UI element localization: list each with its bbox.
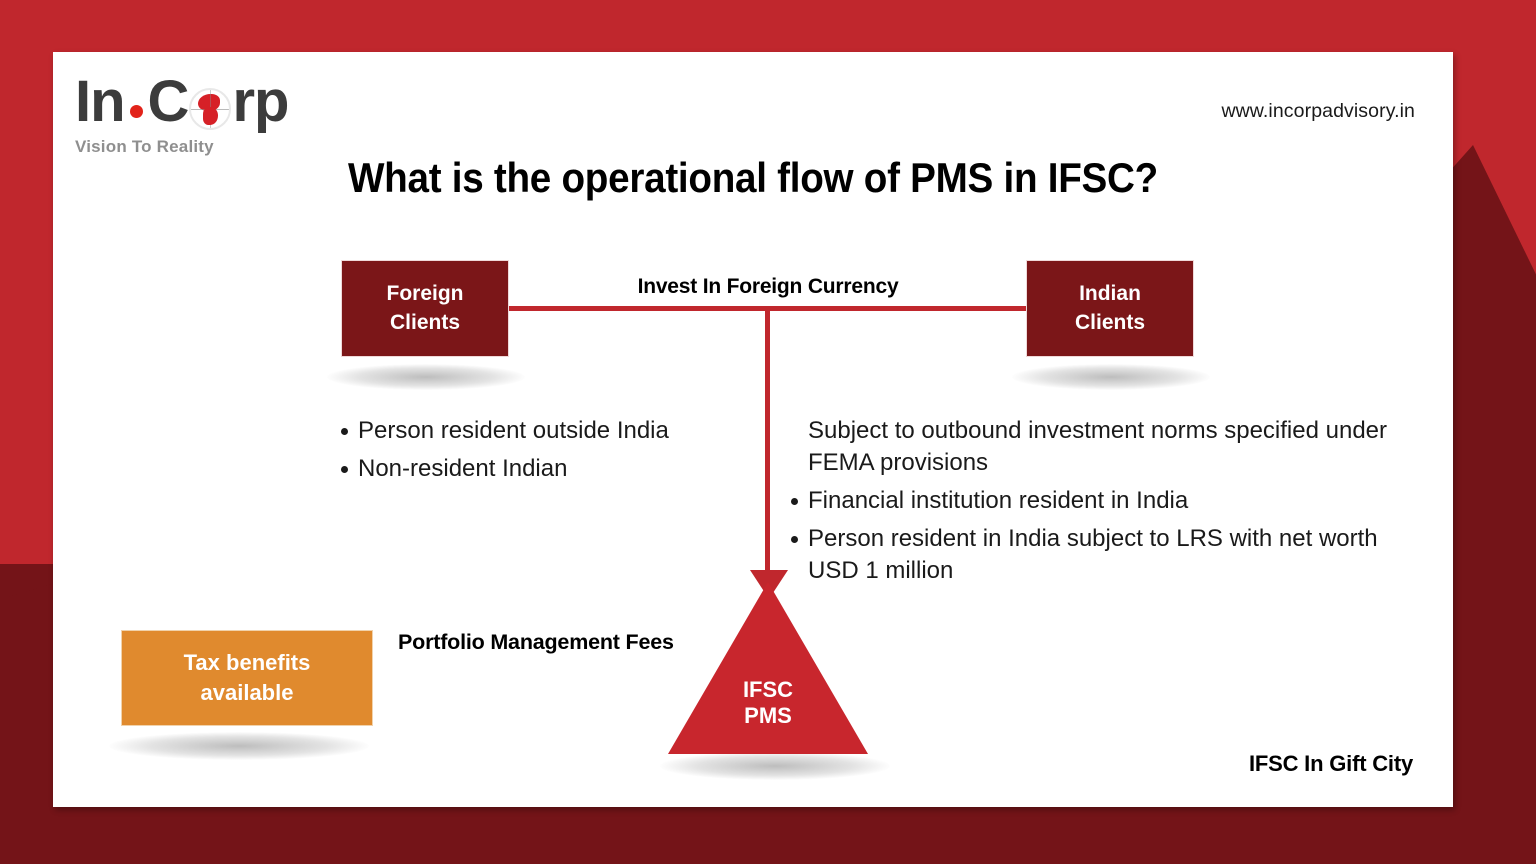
brand-logo-wordmark: In C rp	[75, 73, 335, 131]
node-indian-clients[interactable]: Indian Clients	[1026, 260, 1194, 357]
dot-separator-icon	[129, 104, 143, 118]
edge-label-invest-foreign-currency: Invest In Foreign Currency	[637, 275, 899, 298]
slide-card: In C rp Vision To Reality www.incorpadvi…	[53, 52, 1453, 807]
right-client-criteria-list: Subject to outbound investment norms spe…	[786, 415, 1401, 593]
brand-tagline: Vision To Reality	[75, 137, 214, 156]
website-url[interactable]: www.incorpadvisory.in	[1221, 100, 1415, 122]
node-foreign-clients[interactable]: Foreign Clients	[341, 260, 509, 357]
brand-logo: In C rp Vision To Reality	[75, 73, 335, 157]
node-foreign-clients-line1: Foreign	[386, 282, 464, 306]
node-tax-benefits-line1: Tax benefits	[183, 650, 311, 676]
brand-logo-text-rp: rp	[232, 69, 289, 134]
footer-label: IFSC In Gift City	[1248, 751, 1413, 776]
list-item: Person resident outside India	[336, 415, 716, 447]
node-tax-benefits[interactable]: Tax benefits available	[121, 630, 373, 726]
edge-label-portfolio-management-fees: Portfolio Management Fees	[398, 630, 674, 654]
node-indian-clients-line1: Indian	[1079, 282, 1141, 306]
node-tax-benefits-line2: available	[200, 680, 294, 705]
list-item: Financial institution resident in India	[786, 485, 1401, 517]
globe-icon	[189, 88, 232, 130]
shadow-indian-clients	[1012, 364, 1210, 390]
node-foreign-clients-line2: Clients	[389, 310, 460, 334]
connector-vertical	[765, 306, 770, 578]
list-item: Non-resident Indian	[336, 453, 716, 485]
shadow-foreign-clients	[327, 364, 525, 390]
shadow-ifsc-pms-triangle	[660, 752, 890, 780]
node-indian-clients-line2: Clients	[1074, 310, 1145, 334]
list-item: Person resident in India subject to LRS …	[786, 523, 1401, 587]
left-client-criteria-list: Person resident outside India Non-reside…	[336, 415, 716, 491]
shadow-tax-box	[109, 732, 369, 760]
node-ifsc-pms-label: IFSC PMS	[670, 677, 866, 730]
node-ifsc-pms-line2: PMS	[744, 703, 792, 729]
list-item: Subject to outbound investment norms spe…	[808, 417, 1388, 476]
page-title: What is the operational flow of PMS in I…	[347, 154, 1159, 201]
node-ifsc-pms-line1: IFSC	[742, 677, 794, 702]
brand-logo-text-c: C	[147, 69, 190, 134]
brand-logo-text-in: In	[75, 69, 126, 134]
node-ifsc-pms-triangle[interactable]	[668, 582, 868, 754]
